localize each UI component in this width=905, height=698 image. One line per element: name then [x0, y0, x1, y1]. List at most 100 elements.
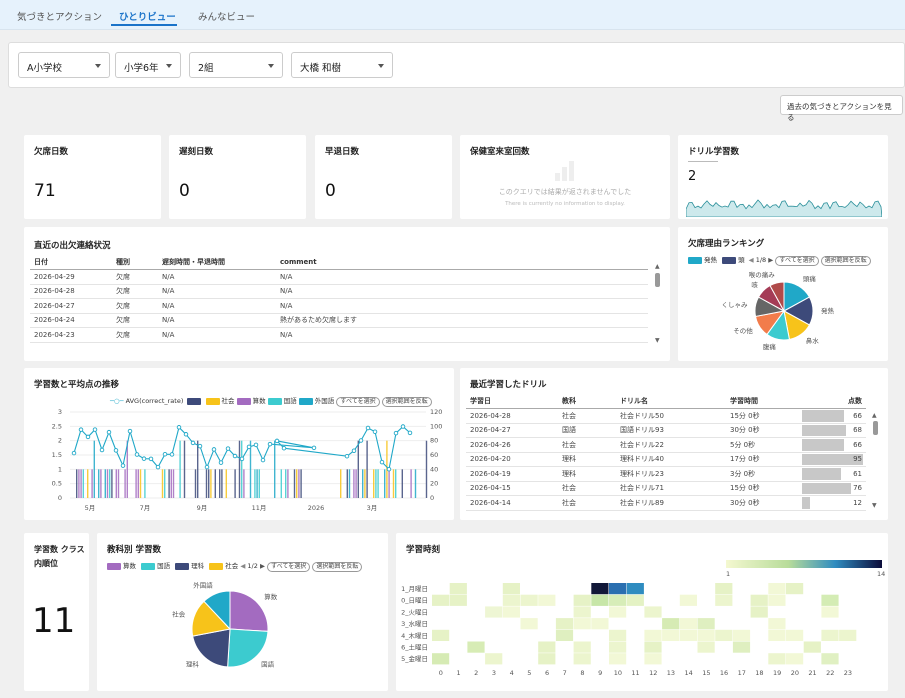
table-row[interactable]: 2026-04-26 社会 社会ドリル22 5分 0秒 66	[466, 437, 866, 453]
table-row[interactable]: 2026-04-27 国語 国語ドリル93 30分 0秒 68	[466, 423, 866, 438]
avg-point	[197, 443, 203, 449]
table-row[interactable]: 2026-04-29 欠席 N/A N/A	[30, 269, 648, 285]
legend-label[interactable]: 算数	[252, 397, 266, 405]
prev-page-icon[interactable]: ◀	[240, 562, 246, 570]
heatmap-cell	[750, 594, 768, 606]
heatmap-cell	[432, 653, 450, 665]
tab-insights[interactable]: 気づきとアクション	[17, 12, 103, 23]
col-header-type[interactable]: 種別	[112, 255, 158, 270]
col-header-comment[interactable]: comment	[276, 255, 648, 270]
prev-page-icon[interactable]: ◀	[748, 256, 754, 264]
col-header-drill-name[interactable]: ドリル名	[616, 394, 726, 409]
legend-swatch[interactable]	[236, 397, 251, 405]
legend-label[interactable]: 理科	[191, 562, 205, 570]
table-row[interactable]: 2026-04-27 欠席 N/A N/A	[30, 298, 648, 314]
legend-swatch[interactable]	[688, 256, 702, 264]
heatmap-cell	[609, 594, 627, 606]
avg-point	[176, 425, 182, 430]
heatmap-cell	[467, 641, 485, 653]
next-page-icon[interactable]: ▶	[259, 562, 265, 570]
legend-swatch[interactable]	[187, 397, 202, 405]
scroll-up-icon[interactable]: ▲	[655, 263, 660, 270]
school-select[interactable]: A小学校	[18, 52, 110, 78]
study-count-bar	[76, 469, 78, 498]
table-row[interactable]: 2026-04-20 理科 理科ドリル40 17分 0秒 95	[466, 452, 866, 467]
legend-label[interactable]: 発熱	[704, 256, 717, 264]
legend-label[interactable]: 算数	[123, 562, 136, 570]
table-row[interactable]: 2026-04-23 欠席 N/A N/A	[30, 327, 648, 343]
table-cell: 国語	[558, 423, 616, 438]
table-row[interactable]: 2026-04-28 社会 社会ドリル50 15分 0秒 66	[466, 408, 866, 424]
table-cell: 15分 0秒	[726, 408, 802, 424]
legend-label[interactable]: 国語	[283, 397, 297, 405]
study-count-bar	[298, 469, 300, 498]
legend-swatch[interactable]	[267, 397, 282, 405]
legend-page: 1/2	[247, 562, 258, 570]
study-count-bar	[208, 469, 210, 498]
col-header-date[interactable]: 日付	[30, 255, 112, 270]
past-insights-button[interactable]: 過去の気づきとアクションを見る	[780, 95, 903, 122]
legend-swatch[interactable]	[298, 397, 313, 405]
table-row[interactable]: 2026-04-19 理科 理科ドリル23 3分 0秒 61	[466, 466, 866, 482]
avg-point	[365, 425, 371, 431]
heatmap-col-label: 1	[456, 669, 460, 677]
col-header-date[interactable]: 学習日	[466, 394, 558, 409]
table-row[interactable]: 2026-04-24 欠席 N/A 熱があるため欠席します	[30, 313, 648, 328]
table-cell: 30分 0秒	[726, 423, 802, 438]
study-count-bar	[373, 469, 375, 498]
attendance-scrollbar[interactable]	[655, 269, 660, 351]
scroll-down-icon[interactable]: ▼	[872, 502, 877, 509]
legend-label[interactable]: 外国語	[314, 397, 335, 405]
legend-swatch[interactable]	[209, 562, 224, 570]
recent-drill-card: 最近学習したドリル 学習日 教科 ドリル名 学習時間 点数 2026-04-28…	[460, 368, 888, 520]
table-cell: 2026-04-28	[466, 408, 558, 424]
heatmap-col-label: 10	[614, 669, 622, 677]
legend-swatch[interactable]	[107, 562, 121, 570]
heatmap-cell	[679, 629, 697, 641]
tab-everyone-view[interactable]: みんなビュー	[198, 12, 256, 23]
legend-label[interactable]: AVG(correct_rate)	[125, 397, 184, 405]
study-count-bar	[234, 469, 236, 498]
study-count-bar	[139, 469, 142, 498]
line-legend-icon[interactable]: ─○─	[110, 397, 124, 405]
avg-point	[260, 457, 266, 463]
legend-label[interactable]: 頭	[738, 256, 745, 264]
legend-swatch[interactable]	[141, 562, 156, 570]
tab-individual-view[interactable]: ひとりビュー	[119, 12, 176, 23]
next-page-icon[interactable]: ▶	[768, 256, 774, 264]
avg-point	[148, 456, 154, 462]
legend-swatch[interactable]	[175, 562, 190, 570]
legend-swatch[interactable]	[205, 397, 220, 405]
legend-label[interactable]: 社会	[225, 562, 239, 570]
scroll-up-icon[interactable]: ▲	[872, 412, 877, 419]
avg-point	[92, 427, 98, 432]
heatmap-row-label: 4_木曜日	[401, 631, 428, 640]
grade-select[interactable]: 小学6年	[115, 52, 181, 78]
table-row[interactable]: 2026-04-14 社会 社会ドリル89 30分 0秒 12	[466, 495, 866, 511]
table-row[interactable]: 2026-04-15 社会 社会ドリル71 15分 0秒 76	[466, 481, 866, 496]
table-cell: N/A	[158, 298, 276, 314]
scrollbar-thumb[interactable]	[873, 421, 878, 435]
heatmap-cell	[679, 618, 697, 630]
scrollbar-thumb[interactable]	[655, 273, 660, 287]
avg-point	[267, 441, 273, 447]
col-header-time[interactable]: 遅刻時間・早退時間	[158, 255, 276, 270]
heatmap-col-label: 22	[826, 669, 834, 677]
pie-slice	[227, 628, 269, 668]
table-row[interactable]: 2026-04-28 欠席 N/A N/A	[30, 284, 648, 299]
right-axis-tick: 80	[430, 437, 438, 445]
legend-label[interactable]: 国語	[157, 562, 171, 570]
col-header-score[interactable]: 点数	[802, 394, 866, 409]
empty-chart-icon	[555, 161, 574, 181]
col-header-subject[interactable]: 教科	[558, 394, 616, 409]
legend-swatch[interactable]	[722, 256, 737, 264]
student-select[interactable]: 大橋 和樹	[291, 52, 393, 78]
invert-selection-button[interactable]: 選択範囲を反転	[381, 397, 432, 407]
invert-selection-button[interactable]: 選択範囲を反転	[312, 562, 363, 572]
class-select[interactable]: 2組	[189, 52, 283, 78]
legend-label[interactable]: 社会	[221, 397, 235, 405]
heatmap-cell	[485, 653, 503, 665]
col-header-study-time[interactable]: 学習時間	[726, 394, 802, 409]
scroll-down-icon[interactable]: ▼	[655, 337, 660, 344]
invert-selection-button[interactable]: 選択範囲を反転	[820, 256, 871, 266]
